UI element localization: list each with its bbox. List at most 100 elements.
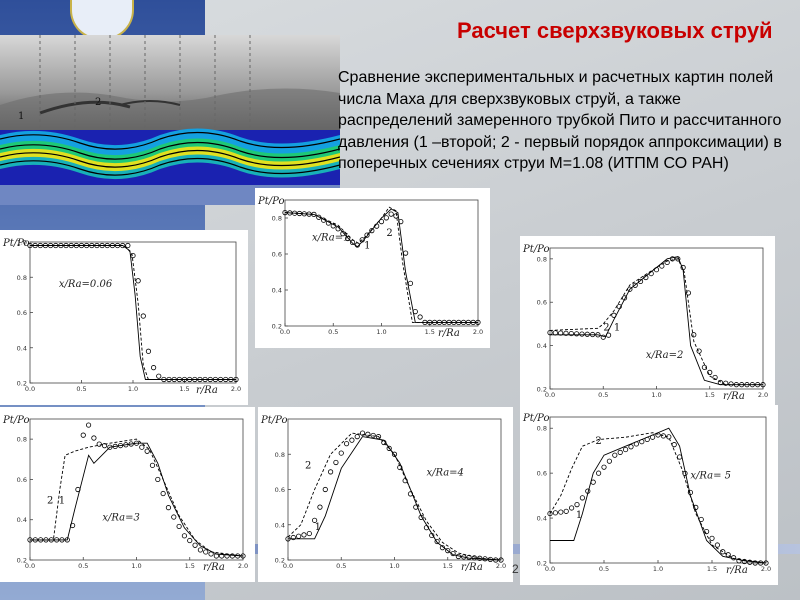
- data-point: [349, 239, 356, 246]
- data-point: [680, 264, 686, 271]
- data-point: [493, 557, 499, 563]
- y-tick-label: 0.8: [537, 255, 547, 263]
- data-point: [407, 491, 414, 497]
- data-point: [617, 449, 623, 455]
- data-point: [359, 430, 366, 436]
- data-point: [687, 489, 693, 496]
- data-point: [563, 508, 569, 514]
- data-point: [58, 242, 64, 249]
- data-point: [403, 250, 409, 256]
- y-tick-label: 0.6: [17, 476, 27, 484]
- data-point: [181, 376, 188, 383]
- series-line-second-order: [550, 427, 767, 564]
- data-point: [321, 217, 327, 223]
- data-point: [612, 452, 618, 458]
- x-tick-label: 0.5: [599, 565, 609, 573]
- data-point: [579, 495, 586, 501]
- section-annotation: x/Ra=1: [312, 232, 349, 243]
- data-point: [139, 444, 145, 450]
- data-point: [120, 242, 126, 249]
- data-point: [584, 331, 590, 337]
- data-point: [574, 331, 580, 337]
- data-point: [37, 242, 43, 249]
- data-point: [422, 319, 428, 325]
- data-point: [482, 556, 488, 562]
- y-tick-label: 0.2: [17, 557, 27, 565]
- data-point: [736, 558, 742, 564]
- data-point: [192, 542, 198, 548]
- data-point: [161, 376, 167, 383]
- data-point: [611, 312, 617, 318]
- x-tick-label: 0.0: [280, 328, 290, 336]
- y-tick-label: 0.2: [537, 560, 547, 568]
- data-point: [101, 443, 108, 449]
- data-point: [27, 537, 33, 543]
- curve-label: 1: [576, 510, 582, 521]
- data-point: [752, 560, 758, 566]
- x-tick-label: 1.5: [443, 562, 453, 570]
- data-point: [112, 443, 118, 449]
- data-point: [75, 486, 81, 493]
- data-point: [96, 441, 102, 447]
- flow-visualization-image: 1 2: [0, 35, 340, 205]
- y-tick-label: 0.2: [275, 557, 285, 565]
- data-point: [335, 226, 341, 232]
- data-point: [292, 210, 298, 216]
- data-point: [720, 549, 726, 555]
- x-tick-label: 0.5: [328, 328, 338, 336]
- data-point: [471, 555, 477, 561]
- data-point: [330, 223, 336, 229]
- data-point: [219, 553, 225, 559]
- data-point: [187, 537, 193, 544]
- plot-frame: [287, 418, 502, 561]
- data-point: [671, 442, 677, 448]
- x-tick-label: 1.0: [651, 391, 661, 399]
- data-point: [574, 502, 580, 508]
- data-point: [465, 319, 471, 325]
- series-line-second-order: [550, 256, 763, 386]
- curve-label: 2: [47, 496, 53, 507]
- data-point: [450, 550, 456, 557]
- data-point: [123, 442, 129, 448]
- data-point: [312, 517, 318, 523]
- curve-label: 1: [614, 322, 620, 333]
- data-point: [383, 215, 389, 221]
- data-point: [417, 314, 423, 320]
- data-point: [714, 542, 720, 548]
- data-point: [466, 554, 472, 560]
- series-line-first-order: [287, 432, 502, 561]
- series-line-first-order: [549, 258, 763, 386]
- data-point: [568, 505, 575, 511]
- data-point: [32, 242, 38, 249]
- x-tick-label: 0.5: [78, 562, 88, 570]
- data-point: [568, 330, 574, 337]
- data-point: [104, 242, 110, 249]
- data-point: [650, 434, 656, 440]
- data-point: [240, 553, 246, 559]
- data-point: [364, 232, 370, 238]
- data-point: [145, 348, 152, 354]
- curve-label: 1: [364, 241, 370, 252]
- y-tick-label: 0.4: [537, 515, 547, 523]
- x-tick-label: 1.5: [707, 565, 717, 573]
- y-tick-label: 0.8: [537, 425, 547, 433]
- y-tick-label: 0.2: [272, 323, 282, 331]
- data-point: [229, 553, 235, 559]
- data-point: [552, 330, 558, 336]
- x-tick-label: 1.0: [653, 565, 663, 573]
- chart-2: 0.0 0.5 1.0 1.5 2.0 0.2 0.4 0.6 0.8 Pt/Po r/Ra x/Ra…: [257, 196, 483, 339]
- data-point: [328, 469, 334, 475]
- data-point: [386, 445, 392, 451]
- x-axis-label: r/Ra: [203, 562, 225, 573]
- chart-panel-2: 0.0 0.5 1.0 1.5 2.0 0.2 0.4 0.6 0.8 Pt/Po r/Ra x/Ra…: [255, 188, 490, 348]
- data-point: [402, 478, 408, 484]
- y-axis-label: Pt/Po: [522, 244, 549, 255]
- data-point: [758, 560, 764, 566]
- curve-label: 2: [386, 228, 392, 239]
- chart-panel-1: 0.0 0.5 1.0 1.5 2.0 0.2 0.4 0.6 0.8 1.0 Pt/Po r/Ra x…: [0, 230, 248, 405]
- chart-panel-5: 0.0 0.5 1.0 1.5 2.0 0.2 0.4 0.6 0.8 Pt/Po r/Ra x/Ra…: [258, 407, 513, 582]
- series-line-second-order: [288, 436, 502, 561]
- data-point: [171, 514, 177, 520]
- y-tick-label: 0.8: [272, 215, 282, 223]
- plot-frame: [549, 416, 767, 564]
